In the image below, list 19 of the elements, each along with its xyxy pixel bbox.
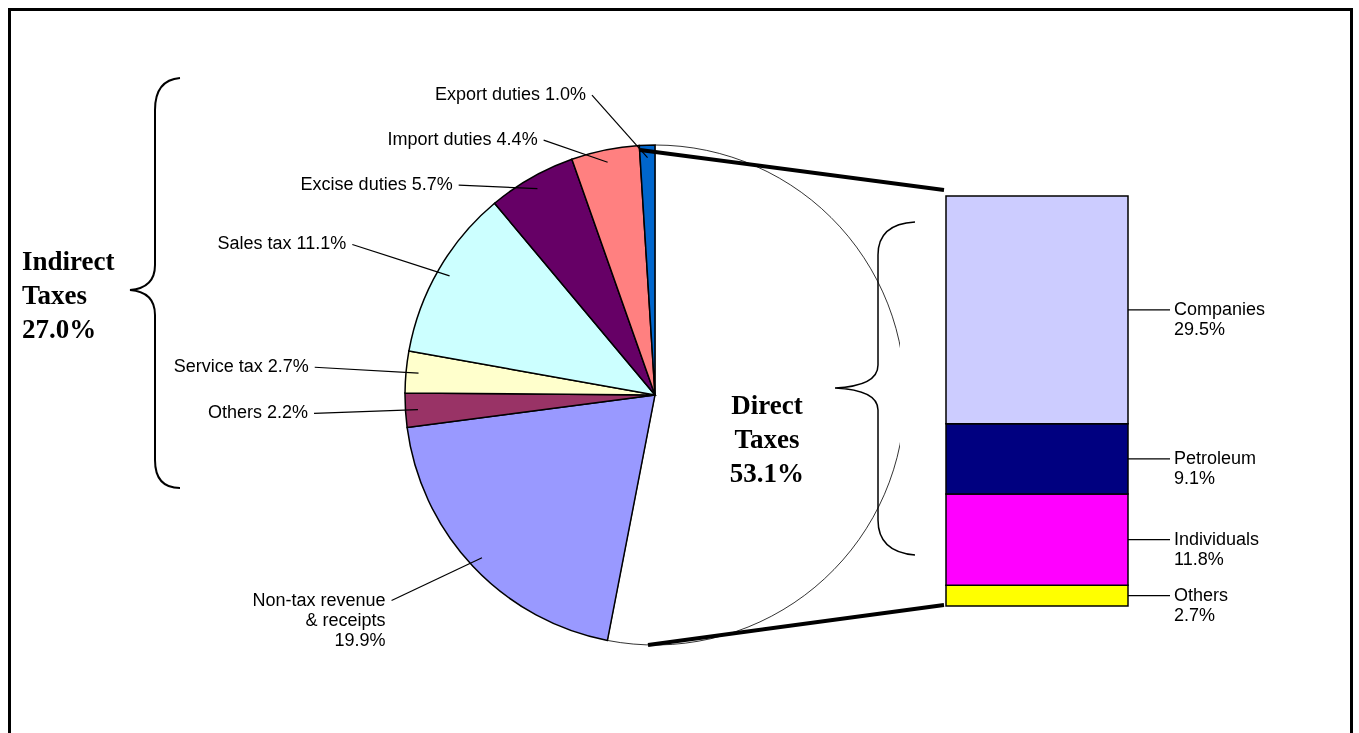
- data-label: 9.1%: [1174, 467, 1216, 488]
- slice-label: Export duties 1.0%: [434, 84, 586, 105]
- data-label: 53.1%: [729, 457, 805, 488]
- slice-label: Service tax 2.7%: [173, 356, 309, 377]
- slice-label: Sales tax 11.1%: [217, 233, 347, 254]
- slice-label: Others 2.2%: [207, 402, 309, 423]
- text: Petroleum: [1174, 447, 1257, 468]
- text: Indirect Taxes 27.0%: [22, 246, 115, 344]
- data-label: 11.8%: [1174, 548, 1224, 569]
- slice-label: Excise duties 5.7%: [300, 174, 453, 195]
- text: Others: [1174, 584, 1229, 605]
- slice-label: Direct Taxes: [731, 389, 803, 454]
- slice-label: Non-tax revenue & receipts: [252, 589, 386, 630]
- data-label: 2.7%: [1174, 604, 1216, 625]
- text: Companies: [1174, 298, 1266, 319]
- data-label: 29.5%: [1174, 318, 1226, 339]
- data-label: 19.9%: [334, 629, 386, 650]
- text: Individuals: [1174, 528, 1260, 549]
- slice-label: Import duties 4.4%: [387, 129, 538, 150]
